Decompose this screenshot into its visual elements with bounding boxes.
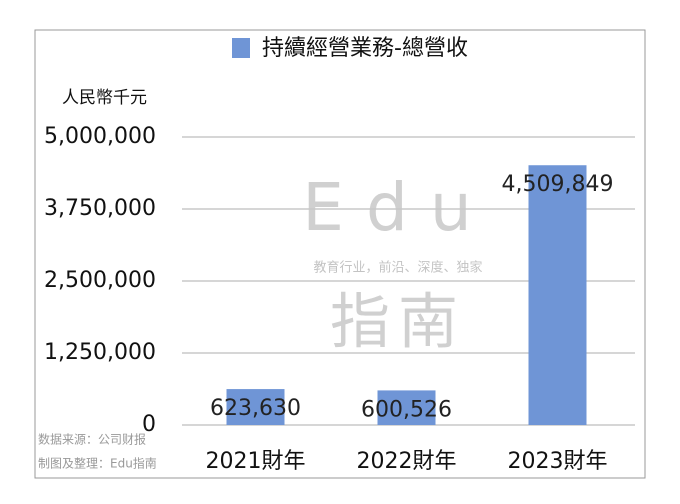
y-tick-label: 3,750,000	[44, 196, 156, 221]
watermark: Edu	[302, 169, 493, 246]
data-label: 600,526	[361, 397, 452, 422]
y-tick-label: 5,000,000	[44, 124, 156, 149]
data-label: 623,630	[210, 396, 301, 421]
x-tick-label: 2022財年	[357, 449, 457, 474]
bar	[528, 165, 587, 425]
bar	[377, 390, 436, 425]
source-note: 制图及整理：Edu指南	[38, 456, 157, 471]
watermark: 指南	[330, 288, 466, 358]
y-tick-label: 1,250,000	[44, 340, 156, 365]
y-tick-label: 2,500,000	[44, 268, 156, 293]
legend-label: 持續經營業務-總營收	[262, 36, 468, 61]
bar	[226, 389, 285, 425]
data-label: 4,509,849	[502, 172, 614, 197]
y-axis-label: 人民幣千元	[62, 88, 147, 108]
y-tick-label: 0	[142, 412, 156, 437]
watermark: 教育行业，前沿、深度、独家	[313, 260, 482, 276]
x-tick-label: 2021財年	[206, 449, 306, 474]
source-note: 数据来源：公司财报	[38, 432, 146, 447]
x-tick-label: 2023財年	[508, 449, 608, 474]
legend-swatch	[232, 38, 250, 58]
